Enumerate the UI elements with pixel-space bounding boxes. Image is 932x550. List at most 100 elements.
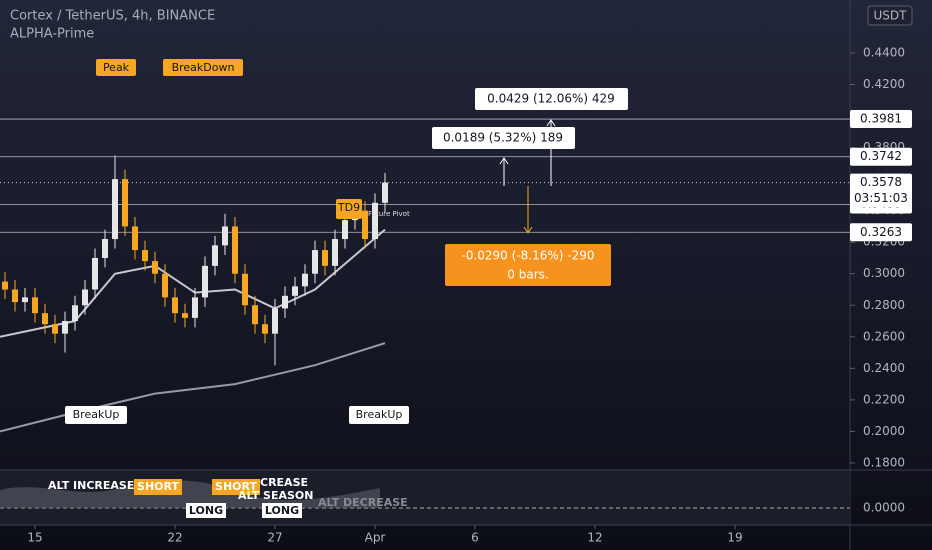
candle-body (122, 179, 128, 227)
last-price-box (850, 173, 912, 208)
candle-body (112, 179, 118, 240)
candle-body (302, 273, 308, 287)
x-tick-label: 22 (167, 531, 182, 545)
pane-label: SHORT (137, 480, 179, 493)
breakup-label-box (65, 406, 127, 424)
y-tick-label: 0.2400 (863, 361, 905, 375)
pivot-label: Future Pivot (368, 210, 410, 218)
level-price-label: 0.3981 (860, 112, 902, 126)
breakdown-label-box (163, 59, 243, 76)
level-price-label: 0.3263 (860, 225, 902, 239)
candle-body (292, 286, 298, 296)
candle-body (62, 321, 68, 334)
candle-body (132, 226, 138, 251)
td9-label: TD9 (337, 201, 360, 214)
candle-body (52, 324, 58, 334)
measure-text: 0.0429 (12.06%) 429 (487, 92, 615, 106)
y-tick-label: 0.4200 (863, 77, 905, 91)
candle-body (322, 250, 328, 266)
measure-arrow-head (499, 157, 509, 165)
candle-body (332, 239, 338, 266)
candle-body (242, 273, 248, 306)
pane-label: CREASE (260, 476, 308, 489)
candle-body (372, 202, 378, 240)
breakdown-label: BreakDown (172, 61, 235, 74)
candle-body (162, 273, 168, 298)
candle-body (172, 297, 178, 314)
candle-body (42, 313, 48, 325)
y-tick-label: 0.2200 (863, 392, 905, 406)
candle-body (82, 289, 88, 306)
candle-body (22, 297, 28, 303)
y-tick-label: 0.4400 (863, 45, 905, 59)
y-tick-label: 0.3000 (863, 266, 905, 280)
moving-average (0, 342, 386, 433)
candle-body (72, 305, 78, 322)
candle-body (362, 210, 368, 240)
candle-body (182, 313, 188, 318)
y-tick-label: 0.2800 (863, 298, 905, 312)
candle-body (192, 297, 198, 318)
x-tick-label: 15 (27, 531, 42, 545)
x-tick-label: Apr (365, 531, 386, 545)
measure-text: 0 bars. (507, 268, 548, 282)
candle-body (342, 220, 348, 240)
candle-body (12, 289, 18, 303)
pane-label: ALT INCREASE (48, 479, 134, 492)
level-price-box (850, 110, 912, 129)
breakup-label: BreakUp (73, 408, 120, 421)
x-tick-label: 19 (727, 531, 742, 545)
y-tick-label: 0.2600 (863, 329, 905, 343)
level-price-box (850, 147, 912, 166)
candle-body (382, 182, 388, 203)
last-price-label: 0.3578 (860, 175, 902, 189)
candle-body (102, 239, 108, 258)
candle-body (272, 308, 278, 334)
candle-body (222, 226, 228, 246)
candle-body (262, 324, 268, 334)
pane-label-box (134, 479, 182, 495)
candle-body (212, 245, 218, 266)
pane-label: SHORT (215, 480, 257, 493)
breakup-label: BreakUp (356, 408, 403, 421)
candle-body (202, 265, 208, 298)
countdown-label: 03:51:03 (854, 191, 908, 205)
pane-label: LONG (189, 504, 223, 517)
oscillator-area (0, 480, 380, 508)
pane-label-box (212, 479, 260, 495)
currency-button[interactable] (867, 5, 913, 26)
measure-box (475, 88, 628, 110)
symbol-title: Cortex / TetherUS, 4h, BINANCE (10, 9, 215, 24)
measure-box (445, 244, 611, 286)
peak-label: Peak (103, 61, 130, 74)
level-price-box (850, 223, 912, 242)
pane-label: ALT DECREASE (318, 496, 408, 509)
x-tick-label: 6 (471, 531, 479, 545)
candle-body (282, 295, 288, 309)
candle-body (252, 305, 258, 325)
currency-label[interactable]: USDT (874, 9, 908, 23)
measure-box (432, 127, 575, 149)
measure-arrow-head (523, 226, 533, 234)
indicator-name: ALPHA-Prime (10, 27, 94, 42)
peak-label-box (96, 59, 136, 76)
candle-body (152, 261, 158, 274)
candle-body (92, 257, 98, 290)
pane-label-box (186, 503, 226, 518)
level-price-label: 0.3742 (860, 149, 902, 163)
y-tick-label: 0.2000 (863, 424, 905, 438)
pane-label: ALT SEASON (238, 489, 313, 502)
measure-text: -0.0290 (-8.16%) -290 (462, 249, 595, 263)
measure-arrow-head (546, 119, 556, 127)
measure-text: 0.0189 (5.32%) 189 (443, 131, 563, 145)
y-tick-label: 0.1800 (863, 455, 905, 469)
pane-tick-label: 0.0000 (863, 501, 905, 515)
pane-label: LONG (265, 504, 299, 517)
pane-label-box (262, 503, 302, 518)
candle-body (312, 250, 318, 274)
breakup-label-box (349, 406, 409, 424)
x-tick-label: 27 (267, 531, 282, 545)
td9-box (336, 199, 362, 219)
x-tick-label: 12 (587, 531, 602, 545)
